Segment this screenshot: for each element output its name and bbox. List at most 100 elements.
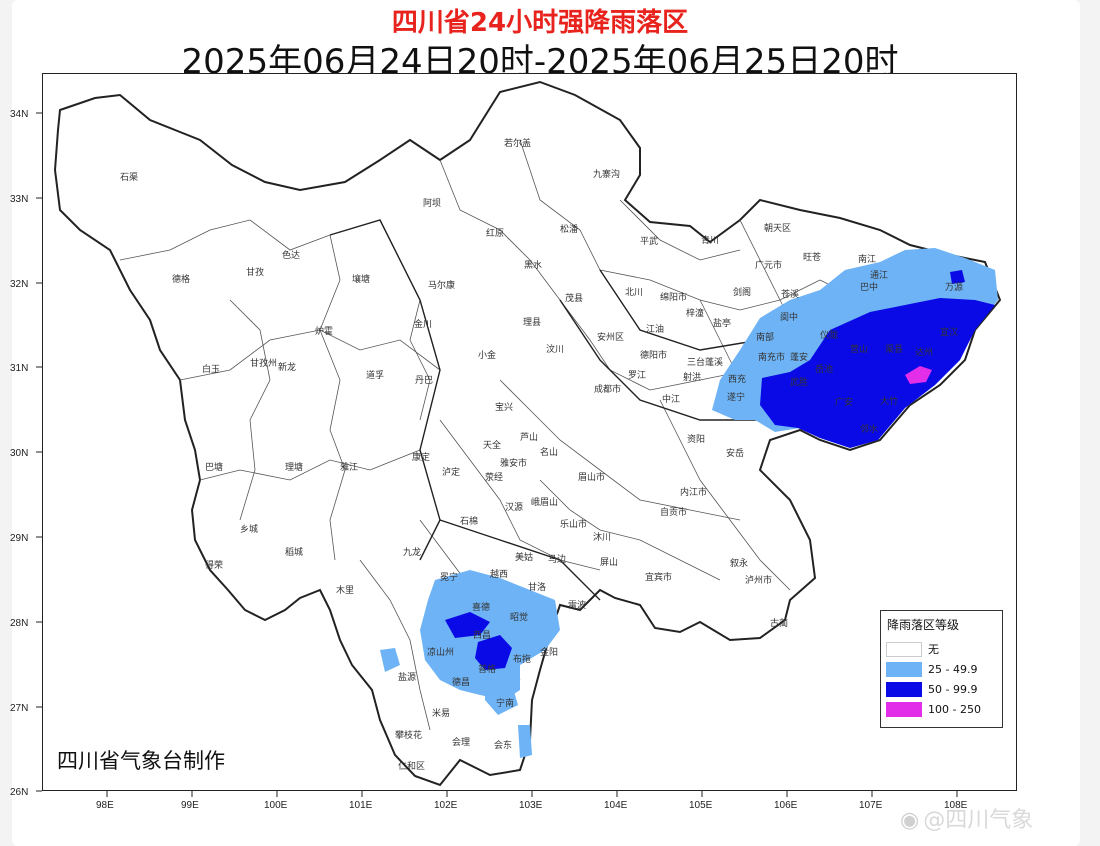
place-label: 盐源 xyxy=(398,671,416,683)
place-label: 炉霍 xyxy=(315,325,333,337)
place-label: 安岳 xyxy=(726,447,744,459)
place-label: 九龙 xyxy=(403,546,421,558)
lon-tick: 101E xyxy=(349,800,373,811)
place-label: 白玉 xyxy=(202,363,220,375)
place-label: 色达 xyxy=(282,249,300,261)
place-label: 若尔盖 xyxy=(504,137,531,149)
place-label: 巴塘 xyxy=(205,461,223,473)
place-label: 通江 xyxy=(870,270,888,281)
place-label: 朝天区 xyxy=(764,223,791,234)
place-label: 梓潼 xyxy=(686,307,704,319)
lat-tick: 29N xyxy=(10,533,28,544)
place-label: 安州区 xyxy=(597,331,624,343)
lat-tick: 28N xyxy=(10,618,28,629)
place-label: 万源 xyxy=(945,282,963,293)
place-label: 乡城 xyxy=(240,524,258,535)
place-label: 宣汉 xyxy=(940,326,958,338)
place-label: 营山 xyxy=(850,343,868,355)
lat-tick: 27N xyxy=(10,703,28,714)
place-label: 阿坝 xyxy=(423,198,441,209)
legend-item: 100 - 250 xyxy=(886,701,981,717)
place-label: 九寨沟 xyxy=(593,168,620,180)
legend-item: 无 xyxy=(886,641,939,657)
place-label: 西充 xyxy=(728,373,746,385)
place-label: 甘孜州 xyxy=(250,357,277,369)
legend-swatch-light-blue xyxy=(886,661,922,677)
place-label: 雷波 xyxy=(568,599,586,611)
place-label: 德昌 xyxy=(452,676,470,688)
place-label: 壤塘 xyxy=(352,273,370,285)
place-label: 射洪 xyxy=(683,371,701,383)
legend-item: 25 - 49.9 xyxy=(886,661,977,677)
place-label: 新龙 xyxy=(278,361,296,373)
place-label: 大竹 xyxy=(880,395,898,407)
place-label: 眉山市 xyxy=(578,471,605,483)
place-label: 木里 xyxy=(336,584,354,596)
lon-tick: 104E xyxy=(604,800,628,811)
place-label: 理县 xyxy=(523,317,541,328)
place-label: 布拖 xyxy=(513,653,531,665)
place-label: 芦山 xyxy=(520,432,538,443)
place-label: 叙永 xyxy=(730,557,748,569)
place-label: 黑水 xyxy=(524,259,542,271)
legend-swatch-none xyxy=(886,641,922,657)
place-label: 巴中 xyxy=(860,281,878,293)
place-label: 内江市 xyxy=(680,486,707,498)
place-label: 名山 xyxy=(540,446,558,458)
place-label: 西昌 xyxy=(473,630,491,641)
place-label: 稻城 xyxy=(285,547,303,558)
place-label: 三台 xyxy=(687,356,705,368)
place-label: 凉山州 xyxy=(427,646,454,658)
place-label: 攀枝花 xyxy=(395,729,422,741)
place-label: 古蔺 xyxy=(770,617,788,629)
place-label: 达州 xyxy=(915,346,933,358)
place-label: 蓬安 xyxy=(790,351,808,363)
place-label: 冕宁 xyxy=(440,571,458,583)
legend-title: 降雨落区等级 xyxy=(887,618,960,632)
legend-item: 50 - 99.9 xyxy=(886,681,977,697)
place-labels: 石渠 色达 甘孜 德格 若尔盖 九寨沟 阿坝 红原 松潘 黑水 马尔康 壤塘 茂… xyxy=(120,137,963,772)
place-label: 雅安市 xyxy=(500,457,527,469)
place-label: 成都市 xyxy=(594,383,621,395)
place-label: 甘洛 xyxy=(528,581,546,593)
place-label: 蓬溪 xyxy=(705,356,723,368)
lon-tick: 102E xyxy=(434,800,458,811)
legend-label: 无 xyxy=(928,643,939,656)
place-label: 汶川 xyxy=(546,343,564,355)
place-label: 会东 xyxy=(494,739,512,751)
place-label: 苍溪 xyxy=(781,288,799,300)
place-label: 宝兴 xyxy=(495,401,513,413)
map-title: 四川省24小时强降雨落区 xyxy=(391,8,689,38)
place-label: 盐亭 xyxy=(713,317,731,329)
place-label: 金阳 xyxy=(540,646,558,658)
sichuan-province-outline xyxy=(53,80,1002,787)
place-label: 金川 xyxy=(414,318,432,330)
place-label: 旺苍 xyxy=(803,251,821,263)
prefecture-boundaries xyxy=(329,219,761,601)
place-label: 马尔康 xyxy=(428,279,455,291)
place-label: 阆中 xyxy=(780,311,798,323)
place-label: 绵阳市 xyxy=(660,291,687,303)
place-label: 昭觉 xyxy=(510,612,528,623)
place-label: 江油 xyxy=(646,323,664,335)
place-label: 屏山 xyxy=(600,557,618,568)
place-label: 雅江 xyxy=(340,461,358,473)
place-label: 红原 xyxy=(486,227,504,239)
place-label: 宁南 xyxy=(496,697,514,709)
place-label: 泸州市 xyxy=(745,574,772,586)
place-label: 剑阁 xyxy=(733,286,751,298)
place-label: 中江 xyxy=(662,393,680,405)
lat-tick: 30N xyxy=(10,448,28,459)
place-label: 美姑 xyxy=(515,551,533,563)
place-label: 武胜 xyxy=(790,376,808,388)
place-label: 遂宁 xyxy=(727,391,745,403)
place-label: 邻水 xyxy=(860,423,878,435)
place-label: 石渠 xyxy=(120,171,138,183)
place-label: 普格 xyxy=(478,663,496,675)
lon-tick: 107E xyxy=(859,800,883,811)
lat-tick: 34N xyxy=(10,109,28,120)
lat-tick: 32N xyxy=(10,279,28,290)
lon-tick: 100E xyxy=(264,800,288,811)
lat-tick: 31N xyxy=(10,363,28,374)
lon-tick: 106E xyxy=(774,800,798,811)
